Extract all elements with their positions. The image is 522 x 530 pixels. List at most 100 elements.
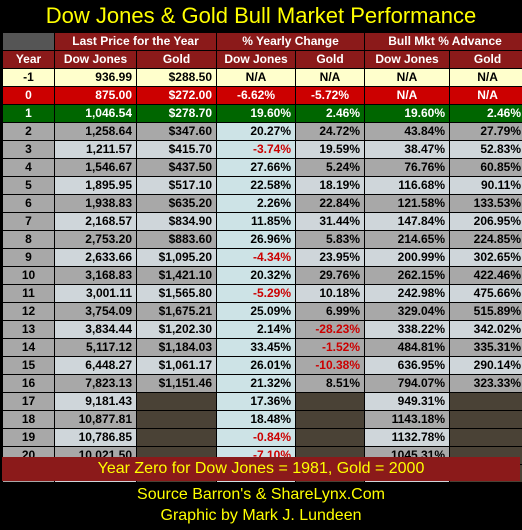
dow-change-cell: -5.29% — [217, 285, 296, 302]
gold-change-cell: 22.84% — [296, 195, 365, 212]
gold-price-cell: $1,151.46 — [137, 375, 217, 392]
header-yearly-change: % Yearly Change — [217, 33, 365, 50]
dow-advance-cell: 147.84% — [365, 213, 450, 230]
dow-price-cell: 6,448.27 — [55, 357, 136, 374]
credits: Source Barron's & ShareLynx.Com Graphic … — [0, 484, 522, 526]
gold-change-cell: 18.19% — [296, 177, 365, 194]
gold-price-cell: $288.50 — [137, 69, 217, 86]
gold-advance-cell: 323.33% — [450, 375, 522, 392]
table-row: 1 1,046.54 $278.70 19.60% 2.46% 19.60% 2.46% — [3, 105, 522, 122]
dow-change-cell: 25.09% — [217, 303, 296, 320]
year-cell: 7 — [3, 213, 54, 230]
dow-price-cell: 1,546.67 — [55, 159, 136, 176]
year-cell: 8 — [3, 231, 54, 248]
year-cell: -1 — [3, 69, 54, 86]
table-row: 8 2,753.20 $883.60 26.96% 5.83% 214.65% 224.85… — [3, 231, 522, 248]
table-row: -1 936.99 $288.50 N/A N/A N/A N/A — [3, 69, 522, 86]
dow-advance-cell: 76.76% — [365, 159, 450, 176]
table-row: 9 2,633.66 $1,095.20 -4.34% 23.95% 200.99% 302… — [3, 249, 522, 266]
dow-advance-cell: 1143.18% — [365, 411, 450, 428]
gold-change-cell: 31.44% — [296, 213, 365, 230]
gold-change-cell: -1.52% — [296, 339, 365, 356]
dow-change-cell: 19.60% — [217, 105, 296, 122]
gold-change-cell: N/A — [296, 69, 365, 86]
dow-advance-cell: 242.98% — [365, 285, 450, 302]
dow-price-cell: 5,117.12 — [55, 339, 136, 356]
gold-change-cell: 19.59% — [296, 141, 365, 158]
year-cell: 18 — [3, 411, 54, 428]
table-row: 7 2,168.57 $834.90 11.85% 31.44% 147.84% 206.9… — [3, 213, 522, 230]
gold-price-cell: $415.70 — [137, 141, 217, 158]
gold-change-cell: 2.46% — [296, 105, 365, 122]
dow-change-cell: 22.58% — [217, 177, 296, 194]
gold-advance-cell: 2.46% — [450, 105, 522, 122]
gold-advance-cell: 342.02% — [450, 321, 522, 338]
gold-advance-cell: 475.66% — [450, 285, 522, 302]
dow-price-cell: 1,895.95 — [55, 177, 136, 194]
gold-price-cell: $1,202.30 — [137, 321, 217, 338]
header-year: Year — [3, 51, 54, 68]
table-row: 4 1,546.67 $437.50 27.66% 5.24% 76.76% 60.85% — [3, 159, 522, 176]
table-row: 19 10,786.85 -0.84% 1132.78% — [3, 429, 522, 446]
dow-price-cell: 1,046.54 — [55, 105, 136, 122]
dow-advance-cell: 19.60% — [365, 105, 450, 122]
dow-change-cell: -6.62% — [217, 87, 296, 104]
gold-price-cell: $1,184.03 — [137, 339, 217, 356]
dow-change-cell: 20.27% — [217, 123, 296, 140]
header-dow-advance: Dow Jones — [365, 51, 450, 68]
gold-change-cell: 29.76% — [296, 267, 365, 284]
gold-price-cell: $883.60 — [137, 231, 217, 248]
table-row: 16 7,823.13 $1,151.46 21.32% 8.51% 794.07% 323… — [3, 375, 522, 392]
gold-price-cell: $635.20 — [137, 195, 217, 212]
year-zero-note: Year Zero for Dow Jones = 1981, Gold = 2… — [2, 457, 520, 481]
gold-price-cell: $272.00 — [137, 87, 217, 104]
dow-price-cell: 3,834.44 — [55, 321, 136, 338]
dow-change-cell: 2.26% — [217, 195, 296, 212]
gold-advance-cell: 224.85% — [450, 231, 522, 248]
header-gold-price: Gold — [137, 51, 217, 68]
dow-price-cell: 10,877.81 — [55, 411, 136, 428]
year-cell: 1 — [3, 105, 54, 122]
dow-change-cell: -0.84% — [217, 429, 296, 446]
dow-change-cell: 2.14% — [217, 321, 296, 338]
table-row: 14 5,117.12 $1,184.03 33.45% -1.52% 484.81% 33… — [3, 339, 522, 356]
table-row: 12 3,754.09 $1,675.21 25.09% 6.99% 329.04% 515… — [3, 303, 522, 320]
graphic-credit: Graphic by Mark J. Lundeen — [160, 507, 362, 524]
dow-advance-cell: 794.07% — [365, 375, 450, 392]
gold-change-cell — [296, 429, 365, 446]
gold-change-cell: -10.38% — [296, 357, 365, 374]
dow-advance-cell: 338.22% — [365, 321, 450, 338]
source-credit: Source Barron's & ShareLynx.Com — [137, 486, 385, 503]
table-row: 15 6,448.27 $1,061.17 26.01% -10.38% 636.95% 2… — [3, 357, 522, 374]
gold-advance-cell: N/A — [450, 87, 522, 104]
header-gold-change: Gold — [296, 51, 365, 68]
gold-change-cell: 5.24% — [296, 159, 365, 176]
dow-change-cell: 20.32% — [217, 267, 296, 284]
year-cell: 12 — [3, 303, 54, 320]
dow-advance-cell: 1132.78% — [365, 429, 450, 446]
dow-advance-cell: 38.47% — [365, 141, 450, 158]
page-title: Dow Jones & Gold Bull Market Performance — [45, 3, 477, 28]
gold-advance-cell — [450, 429, 522, 446]
gold-advance-cell: N/A — [450, 69, 522, 86]
table-row: 11 3,001.11 $1,565.80 -5.29% 10.18% 242.98% 47… — [3, 285, 522, 302]
year-cell: 16 — [3, 375, 54, 392]
gold-price-cell: $834.90 — [137, 213, 217, 230]
table-row: 0 875.00 $272.00 -6.62% -5.72% N/A N/A — [3, 87, 522, 104]
table-row: 13 3,834.44 $1,202.30 2.14% -28.23% 338.22% 34… — [3, 321, 522, 338]
dow-change-cell: 26.96% — [217, 231, 296, 248]
header-dow-price: Dow Jones — [55, 51, 136, 68]
gold-change-cell: 6.99% — [296, 303, 365, 320]
header-last-price: Last Price for the Year — [55, 33, 217, 50]
dow-price-cell: 2,633.66 — [55, 249, 136, 266]
gold-advance-cell: 422.46% — [450, 267, 522, 284]
dow-change-cell: 18.48% — [217, 411, 296, 428]
year-cell: 9 — [3, 249, 54, 266]
table-row: 5 1,895.95 $517.10 22.58% 18.19% 116.68% 90.11… — [3, 177, 522, 194]
dow-advance-cell: 949.31% — [365, 393, 450, 410]
gold-price-cell: $278.70 — [137, 105, 217, 122]
header-bull-advance: Bull Mkt % Advance — [365, 33, 522, 50]
gold-advance-cell: 52.83% — [450, 141, 522, 158]
dow-advance-cell: 116.68% — [365, 177, 450, 194]
gold-price-cell: $1,565.80 — [137, 285, 217, 302]
